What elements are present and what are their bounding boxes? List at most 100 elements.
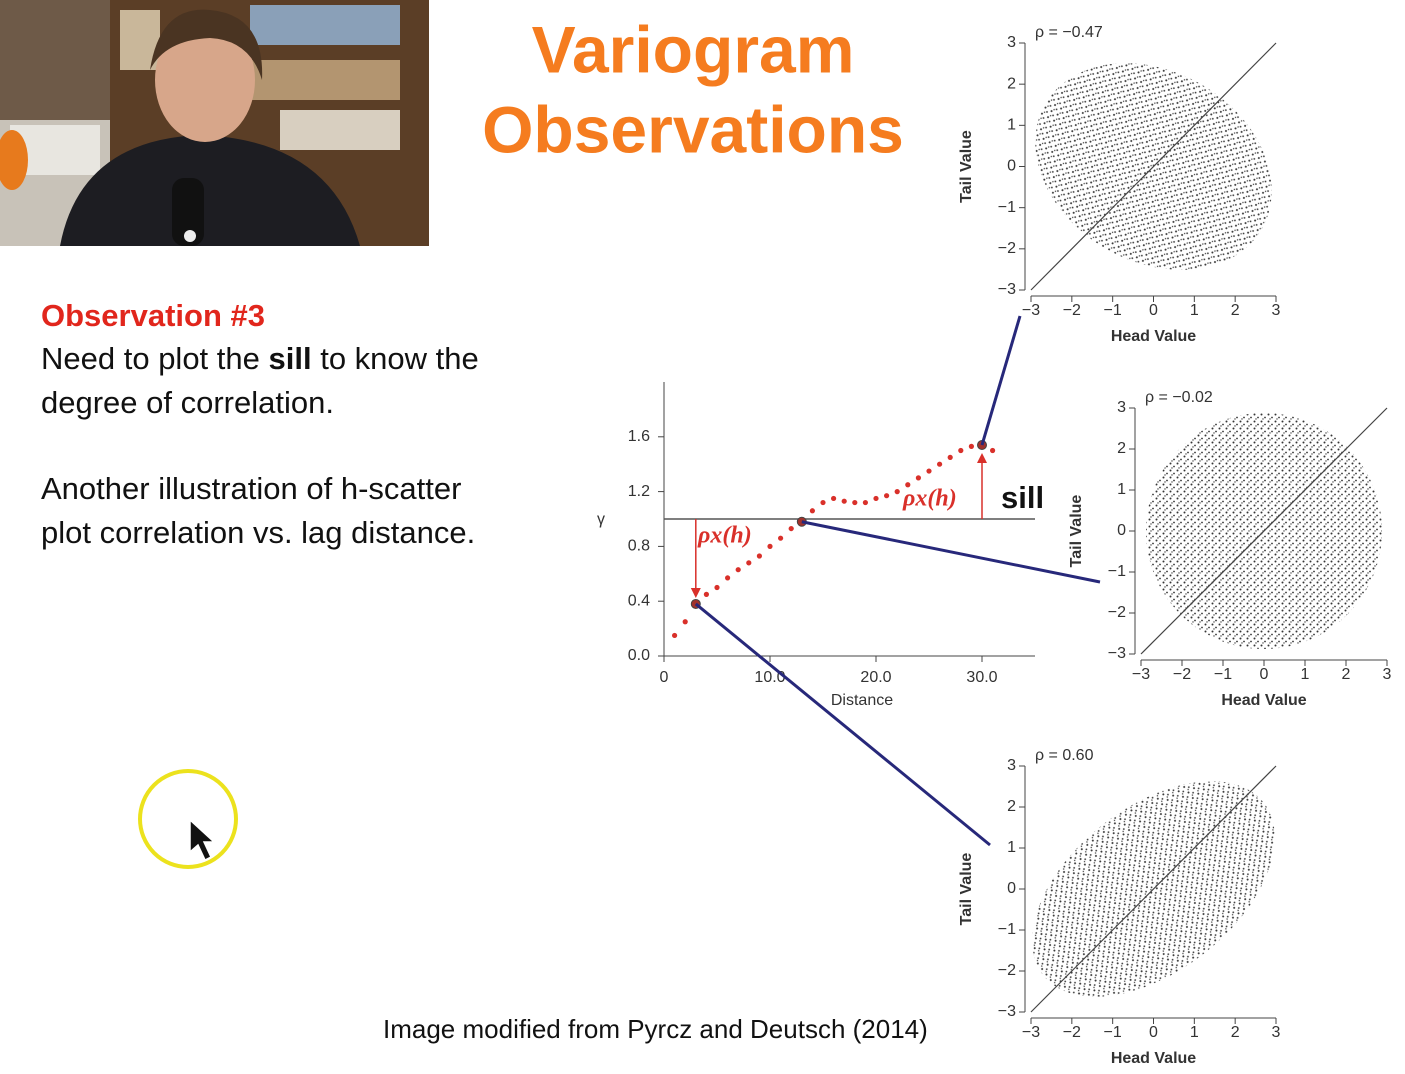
point bbox=[990, 447, 996, 454]
point bbox=[809, 508, 816, 514]
y-tick-label: −1 bbox=[1108, 563, 1126, 580]
webcam bbox=[0, 0, 429, 246]
point bbox=[841, 498, 847, 504]
point bbox=[820, 499, 826, 506]
point bbox=[714, 584, 720, 591]
y-tick-label: −2 bbox=[998, 240, 1016, 257]
paragraph-line: Another illustration of h-scatter bbox=[41, 471, 461, 506]
y-tick-label: 0.8 bbox=[628, 538, 650, 555]
x-tick-label: 0 bbox=[660, 669, 669, 686]
y-tick-label: 0 bbox=[1117, 522, 1126, 539]
x-tick-label: 1 bbox=[1190, 1024, 1199, 1041]
title-line: Variogram bbox=[532, 12, 855, 86]
x-tick-label: 0 bbox=[1149, 302, 1158, 319]
y-axis-label: γ bbox=[597, 511, 605, 528]
point bbox=[703, 591, 710, 597]
point bbox=[746, 560, 752, 566]
charts: 0.0 0.4 0.8 1.2 1.6 0 10.0 20.0 30.0 Distance γ ρx(… bbox=[597, 24, 1392, 1067]
arrow-head bbox=[977, 453, 987, 464]
connector bbox=[980, 315, 1022, 446]
y-tick-label: 1 bbox=[1117, 481, 1126, 498]
y-tick-label: 3 bbox=[1117, 399, 1126, 416]
x-tick-label: 10.0 bbox=[754, 669, 785, 686]
point bbox=[862, 499, 869, 506]
point bbox=[788, 525, 794, 532]
x-tick-label: −1 bbox=[1214, 666, 1232, 683]
y-tick-label: 2 bbox=[1007, 798, 1016, 815]
text: to know the bbox=[312, 341, 479, 376]
y-axis-label: Tail Value bbox=[958, 853, 975, 926]
y-axis-label: Tail Value bbox=[1068, 495, 1085, 568]
bold-text: sill bbox=[269, 341, 312, 376]
title-line: Observations bbox=[482, 92, 904, 166]
point bbox=[915, 475, 922, 481]
point bbox=[756, 553, 763, 559]
point bbox=[831, 495, 837, 502]
point bbox=[767, 543, 773, 550]
y-tick-label: 1.6 bbox=[628, 428, 650, 445]
y-tick-label: 3 bbox=[1007, 34, 1016, 51]
x-axis-label: Distance bbox=[831, 692, 893, 709]
x-tick-label: −3 bbox=[1022, 302, 1040, 319]
x-tick-label: −2 bbox=[1063, 1024, 1081, 1041]
x-tick-label: −1 bbox=[1104, 1024, 1122, 1041]
paragraph-line: degree of correlation. bbox=[41, 385, 334, 420]
y-tick-label: 1 bbox=[1007, 117, 1016, 134]
diagonal bbox=[1030, 765, 1277, 1013]
point bbox=[778, 535, 784, 541]
annotation: sill bbox=[1001, 480, 1044, 515]
y-tick-label: 0 bbox=[1007, 880, 1016, 897]
x-axis-label: Head Value bbox=[1221, 692, 1306, 709]
x-tick-label: 1 bbox=[1190, 302, 1199, 319]
connector bbox=[801, 520, 1101, 584]
y-tick-label: 1.2 bbox=[628, 483, 650, 500]
x-tick-label: 30.0 bbox=[966, 669, 997, 686]
y-tick-label: 0.4 bbox=[628, 592, 650, 609]
point bbox=[725, 575, 731, 581]
diagonal bbox=[1030, 42, 1277, 291]
point bbox=[682, 619, 688, 625]
x-tick-label: 1 bbox=[1301, 666, 1310, 683]
x-tick-label: 2 bbox=[1231, 302, 1240, 319]
paragraph-line: plot correlation vs. lag distance. bbox=[41, 515, 475, 550]
x-tick-label: 3 bbox=[1272, 1024, 1281, 1041]
point bbox=[735, 567, 741, 573]
rho-label: ρ = −0.47 bbox=[1035, 24, 1103, 41]
paragraph-line: Need to plot the sill to know the bbox=[41, 341, 479, 376]
y-tick-label: 0.0 bbox=[628, 647, 650, 664]
x-tick-label: −2 bbox=[1173, 666, 1191, 683]
point bbox=[968, 443, 975, 449]
rho-label: ρ = −0.02 bbox=[1145, 389, 1213, 406]
x-tick-label: 2 bbox=[1231, 1024, 1240, 1041]
y-tick-label: −3 bbox=[998, 281, 1016, 298]
x-tick-label: 20.0 bbox=[860, 669, 891, 686]
arrow-head bbox=[690, 587, 701, 598]
x-tick-label: 0 bbox=[1260, 666, 1269, 683]
point bbox=[947, 454, 953, 460]
point bbox=[958, 447, 964, 454]
y-tick-label: −2 bbox=[1108, 604, 1126, 621]
point bbox=[852, 499, 858, 506]
point bbox=[905, 482, 911, 488]
x-axis-label: Head Value bbox=[1111, 1050, 1196, 1067]
observation-heading: Observation #3 bbox=[41, 298, 265, 333]
x-tick-label: 2 bbox=[1342, 666, 1351, 683]
x-tick-label: −2 bbox=[1063, 302, 1081, 319]
x-tick-label: −3 bbox=[1132, 666, 1150, 683]
text: Need to plot the bbox=[41, 341, 269, 376]
y-tick-label: −3 bbox=[1108, 645, 1126, 662]
y-tick-label: −3 bbox=[998, 1003, 1016, 1020]
x-axis-label: Head Value bbox=[1111, 328, 1196, 345]
point bbox=[937, 461, 943, 467]
cursor bbox=[138, 769, 238, 869]
x-tick-label: −3 bbox=[1022, 1024, 1040, 1041]
y-tick-label: 1 bbox=[1007, 839, 1016, 856]
point bbox=[926, 468, 932, 474]
point bbox=[884, 493, 890, 499]
point bbox=[672, 632, 678, 639]
y-axis-label: Tail Value bbox=[958, 130, 975, 203]
point bbox=[894, 489, 900, 495]
y-tick-label: 3 bbox=[1007, 757, 1016, 774]
